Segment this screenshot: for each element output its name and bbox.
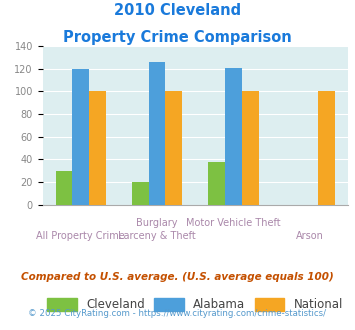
Text: 2010 Cleveland: 2010 Cleveland [114, 3, 241, 18]
Bar [72, 69, 89, 205]
Bar [149, 62, 165, 205]
Bar [208, 162, 225, 205]
Text: © 2025 CityRating.com - https://www.cityrating.com/crime-statistics/: © 2025 CityRating.com - https://www.city… [28, 309, 327, 317]
Bar [56, 171, 72, 205]
Text: Burglary: Burglary [136, 218, 178, 228]
Text: Property Crime Comparison: Property Crime Comparison [63, 30, 292, 45]
Text: Arson: Arson [296, 231, 324, 241]
Bar [318, 91, 335, 205]
Text: Larceny & Theft: Larceny & Theft [118, 231, 196, 241]
Bar [225, 68, 242, 205]
Bar [132, 182, 149, 205]
Text: Motor Vehicle Theft: Motor Vehicle Theft [186, 218, 281, 228]
Bar [242, 91, 258, 205]
Legend: Cleveland, Alabama, National: Cleveland, Alabama, National [43, 293, 348, 316]
Bar [89, 91, 106, 205]
Bar [165, 91, 182, 205]
Text: Compared to U.S. average. (U.S. average equals 100): Compared to U.S. average. (U.S. average … [21, 272, 334, 282]
Text: All Property Crime: All Property Crime [36, 231, 125, 241]
